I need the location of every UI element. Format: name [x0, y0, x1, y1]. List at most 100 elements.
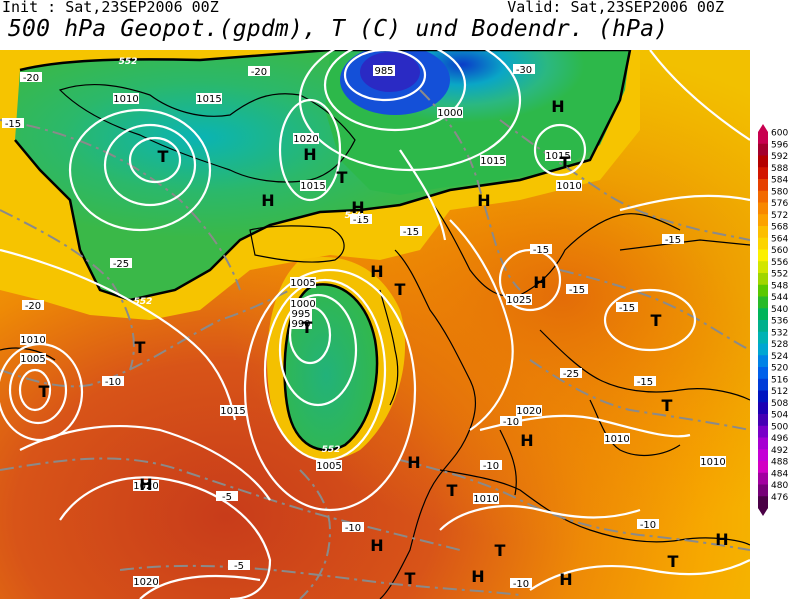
high-center: H — [407, 453, 420, 472]
legend-label: 520 — [771, 364, 788, 374]
legend-swatch — [758, 331, 768, 344]
isobar-label: 1020 — [133, 577, 158, 588]
legend-swatch — [758, 355, 768, 368]
temperature-label: -30 — [516, 65, 532, 76]
temperature-labels: -20 -15 -25 -20 -10 -15 -15 -15 -15 -15 … — [2, 64, 684, 590]
high-center: H — [370, 536, 383, 555]
isobar-label: 1020 — [133, 481, 158, 492]
high-center: H — [139, 475, 152, 494]
low-center: T — [39, 382, 50, 401]
temperature-label: -25 — [563, 369, 579, 380]
temperature-label: -10 — [640, 520, 656, 531]
isobar-label: 1005 — [290, 278, 315, 289]
legend-label: 508 — [771, 399, 788, 409]
legend-swatch — [758, 437, 768, 450]
legend-swatch — [758, 249, 768, 262]
low-center: T — [662, 396, 673, 415]
map-title: 500 hPa Geopot.(gpdm), T (C) und Bodendr… — [8, 16, 669, 42]
temperature-label: -20 — [23, 73, 39, 84]
isobar-label: 1010 — [700, 457, 725, 468]
legend-label: 572 — [771, 211, 788, 221]
legend-swatch — [758, 155, 768, 168]
isobar-label: 1015 — [300, 181, 325, 192]
legend-swatch — [758, 167, 768, 180]
legend-label: 512 — [771, 387, 788, 397]
temperature-label: -20 — [251, 67, 267, 78]
temperature-label: -10 — [483, 461, 499, 472]
isobar-label: 1015 — [545, 151, 570, 162]
temperature-label: -15 — [5, 119, 21, 130]
legend-swatch — [758, 343, 768, 356]
legend-label: 488 — [771, 458, 788, 468]
temperature-label: -5 — [234, 561, 244, 572]
legend-label: 564 — [771, 234, 788, 244]
isobar-label: 1010 — [604, 434, 629, 445]
temperature-label: -25 — [113, 259, 129, 270]
high-center: H — [370, 262, 383, 281]
temperature-label: -15 — [403, 227, 419, 238]
legend-label: 576 — [771, 199, 788, 209]
temperature-label: -15 — [619, 303, 635, 314]
coastlines — [0, 83, 750, 599]
legend-swatch — [758, 461, 768, 474]
high-center: H — [559, 570, 572, 589]
legend-swatch — [758, 202, 768, 215]
temperature-label: -20 — [25, 301, 41, 312]
low-center: T — [668, 552, 679, 571]
isobar-label: 1010 — [20, 335, 45, 346]
legend-swatch — [758, 425, 768, 438]
legend-swatch — [758, 132, 768, 145]
high-center: H — [551, 97, 564, 116]
isobar-label: 1025 — [506, 295, 531, 306]
temperature-label: -10 — [513, 579, 529, 590]
legend-swatch — [758, 308, 768, 321]
high-center: H — [477, 191, 490, 210]
isobar-label: 1015 — [220, 406, 245, 417]
temperature-label: -15 — [637, 377, 653, 388]
valid-time: Valid: Sat,23SEP2006 00Z — [507, 0, 724, 16]
low-center: T — [337, 168, 348, 187]
weather-map: 1010 1015 1010 1005 1005 1000 995 990 10… — [0, 50, 750, 599]
legend-swatch — [758, 378, 768, 391]
init-time: Init : Sat,23SEP2006 00Z — [2, 0, 219, 16]
legend-swatch — [758, 179, 768, 192]
isotherms — [0, 89, 750, 599]
legend-label: 584 — [771, 176, 788, 186]
legend-label: 568 — [771, 223, 788, 233]
legend-label: 500 — [771, 422, 788, 432]
isobar-label: 1000 — [290, 299, 315, 310]
legend-label: 540 — [771, 305, 788, 315]
legend-swatch — [758, 402, 768, 415]
low-center: T — [495, 541, 506, 560]
legend-arrow-top — [758, 124, 768, 132]
low-center: T — [135, 338, 146, 357]
isobar-label: 1020 — [293, 134, 318, 145]
legend-label: 556 — [771, 258, 788, 268]
isobar-label: 1010 — [556, 181, 581, 192]
geopotential-label: 552 — [134, 297, 153, 307]
legend-label: 596 — [771, 140, 788, 150]
low-center: T — [405, 569, 416, 588]
geopotential-labels: 552 552 552 560 — [119, 57, 364, 455]
legend-label: 524 — [771, 352, 788, 362]
header: Init : Sat,23SEP2006 00Z Valid: Sat,23SE… — [0, 0, 790, 50]
high-center: H — [715, 530, 728, 549]
isobar-labels: 1010 1015 1010 1005 1005 1000 995 990 10… — [20, 65, 726, 588]
temperature-label: -15 — [353, 215, 369, 226]
legend-swatch — [758, 214, 768, 227]
legend-swatch — [758, 261, 768, 274]
geopotential-label: 552 — [119, 57, 138, 67]
pressure-centers: T H H H T H H T H T T H T T T T H H T H … — [39, 97, 729, 589]
legend-arrow-bottom — [758, 508, 768, 516]
isobar-label: 1015 — [480, 156, 505, 167]
legend-swatch — [758, 284, 768, 297]
geopotential-label: 552 — [322, 445, 341, 455]
contour-552-cutoff — [283, 283, 379, 452]
temperature-label: -15 — [569, 285, 585, 296]
legend-swatch — [758, 472, 768, 485]
low-center: T — [447, 481, 458, 500]
legend-label: 552 — [771, 270, 788, 280]
temperature-label: -10 — [105, 377, 121, 388]
low-center: T — [302, 318, 313, 337]
high-center: H — [351, 198, 364, 217]
